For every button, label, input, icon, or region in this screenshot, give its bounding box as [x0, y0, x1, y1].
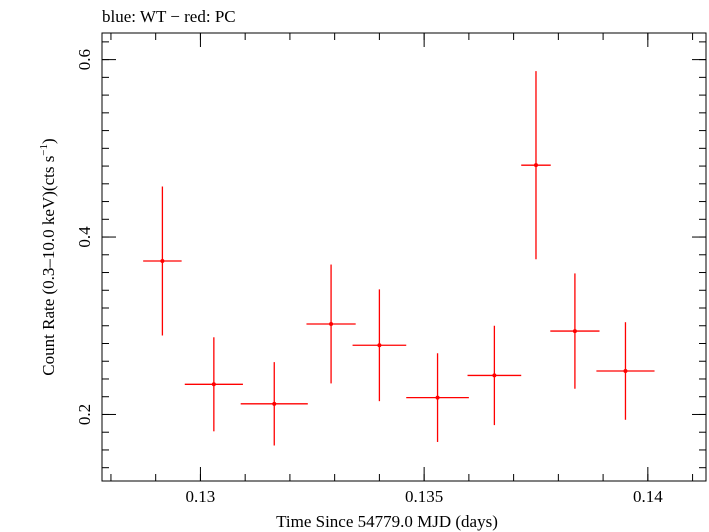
x-tick-label: 0.14 — [633, 487, 663, 506]
point-marker — [377, 343, 382, 348]
x-axis: 0.13 0.135 0.14 — [110, 33, 694, 506]
data-series — [143, 71, 655, 446]
point-marker — [329, 321, 334, 326]
point-marker — [623, 368, 628, 373]
x-tick-label: 0.13 — [186, 487, 216, 506]
point-marker — [492, 373, 497, 378]
point-marker — [211, 382, 216, 387]
y-axis-label: Count Rate (0.3–10.0 keV)(cts s−1) — [38, 138, 58, 375]
data-point — [184, 337, 243, 432]
data-point — [596, 322, 655, 420]
data-point — [352, 289, 407, 402]
chart-title: blue: WT − red: PC — [102, 7, 236, 26]
data-point — [550, 273, 600, 389]
data-point — [240, 362, 308, 446]
data-point — [521, 71, 551, 260]
y-tick-label: 0.4 — [75, 226, 94, 248]
y-tick-label: 0.2 — [75, 404, 94, 425]
x-tick-label: 0.135 — [405, 487, 443, 506]
plot-frame — [101, 32, 707, 482]
point-marker — [435, 395, 440, 400]
data-point — [143, 186, 182, 336]
point-marker — [272, 401, 277, 406]
x-axis-label: Time Since 54779.0 MJD (days) — [276, 512, 498, 531]
data-point — [406, 353, 469, 442]
data-point — [306, 264, 356, 384]
point-marker — [533, 163, 538, 168]
point-marker — [572, 329, 577, 334]
point-marker — [160, 258, 165, 263]
y-axis: 0.2 0.4 0.6 — [75, 41, 706, 469]
data-point — [467, 325, 522, 426]
y-tick-label: 0.6 — [75, 49, 94, 70]
